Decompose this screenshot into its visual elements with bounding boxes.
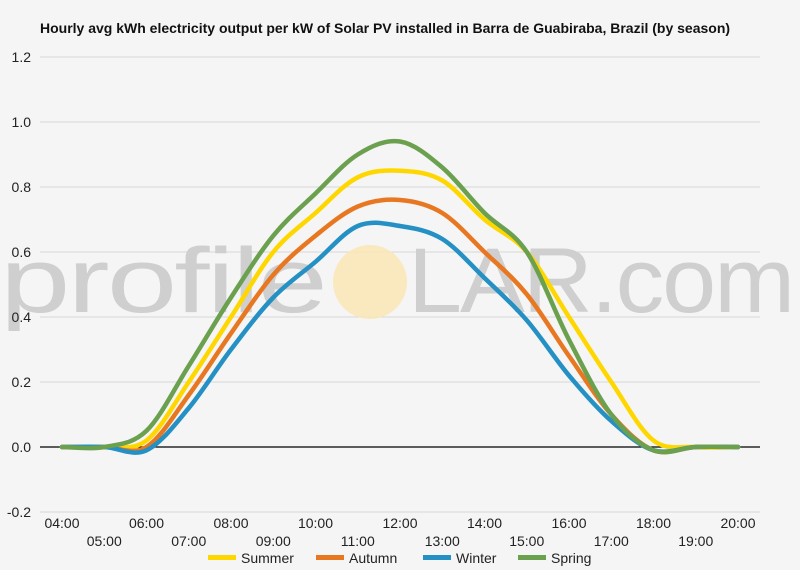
legend-label-autumn: Autumn [349, 550, 397, 566]
x-tick-label: 14:00 [467, 515, 502, 531]
legend-swatch-autumn [316, 555, 344, 560]
x-tick-label: 16:00 [551, 515, 586, 531]
y-tick-label: 0.0 [12, 439, 32, 455]
x-tick-label: 04:00 [44, 515, 79, 531]
series-lines [59, 138, 741, 455]
x-tick-label: 08:00 [213, 515, 248, 531]
x-tick-label: 17:00 [594, 533, 629, 549]
x-axis-ticks: 04:00 05:00 06:00 07:00 08:00 09:00 10:00 11:00… [44, 515, 755, 549]
x-tick-label: 06:00 [129, 515, 164, 531]
x-tick-label: 18:00 [636, 515, 671, 531]
series-line-spring [59, 138, 741, 455]
y-tick-label: 0.8 [12, 179, 32, 195]
legend-swatch-winter [423, 555, 451, 560]
watermark-text-left: profile [0, 230, 325, 332]
legend-swatch-spring [518, 555, 546, 560]
y-tick-label: 0.6 [12, 244, 32, 260]
legend-label-winter: Winter [456, 550, 497, 566]
y-tick-label: 0.2 [12, 374, 32, 390]
y-axis-ticks: -0.2 0.0 0.2 0.4 0.6 0.8 1.0 1.2 [7, 49, 31, 520]
legend-swatch-summer [208, 555, 236, 560]
watermark: profile LAR.com [0, 230, 795, 332]
watermark-text-right: LAR.com [408, 230, 793, 332]
x-tick-label: 10:00 [298, 515, 333, 531]
x-tick-label: 19:00 [678, 533, 713, 549]
x-tick-label: 09:00 [256, 533, 291, 549]
legend-label-summer: Summer [241, 550, 294, 566]
y-tick-label: 1.0 [12, 114, 32, 130]
x-tick-label: 11:00 [341, 533, 375, 549]
series-line-winter [59, 220, 741, 455]
x-tick-label: 20:00 [720, 515, 755, 531]
x-tick-label: 05:00 [87, 533, 122, 549]
watermark-sun-icon [333, 245, 407, 319]
y-tick-label: -0.2 [7, 504, 31, 520]
legend-label-spring: Spring [551, 550, 591, 566]
y-tick-label: 1.2 [12, 49, 32, 65]
x-tick-label: 12:00 [382, 515, 417, 531]
y-tick-label: 0.4 [12, 309, 32, 325]
grid [40, 56, 760, 513]
legend: Summer Autumn Winter Spring [208, 550, 591, 566]
x-tick-label: 15:00 [509, 533, 544, 549]
series-line-summer [59, 168, 741, 450]
x-tick-label: 07:00 [171, 533, 206, 549]
x-tick-label: 13:00 [425, 533, 460, 549]
chart-title: Hourly avg kWh electricity output per kW… [40, 20, 730, 36]
